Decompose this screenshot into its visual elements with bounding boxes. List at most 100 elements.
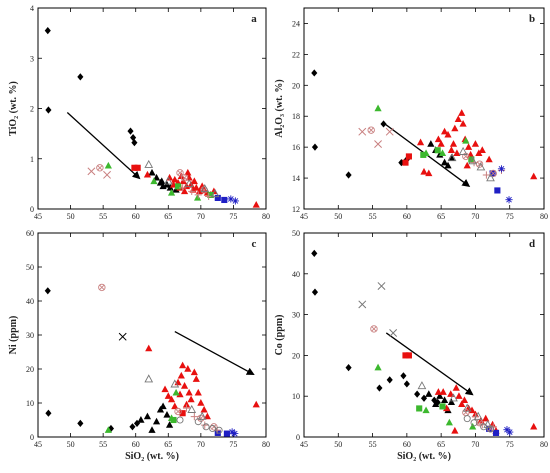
point-x — [118, 332, 127, 341]
point-triangle-open — [200, 183, 210, 193]
point-triangle-open — [163, 176, 173, 185]
point-x — [358, 300, 367, 309]
x-axis-label: SiO₂ (wt. %) — [125, 451, 179, 462]
point-circle-open — [202, 423, 210, 431]
point-star — [503, 426, 511, 434]
point-triangle — [454, 115, 462, 123]
point-triangle — [374, 104, 382, 112]
point-diamond — [133, 419, 141, 427]
point-triangle — [179, 361, 187, 369]
point-triangle — [190, 368, 198, 376]
panel-letter: c — [252, 238, 257, 250]
point-triangle — [177, 371, 185, 379]
point-triangle — [252, 201, 260, 208]
panel-d: 45 50 55 60 65 70 75 80 0 10 20 30 40 50 Co (ppm) SiO₂ … — [274, 229, 548, 462]
point-triangle — [104, 161, 112, 169]
x-tick-label: 80 — [262, 440, 270, 449]
point-circle-open — [215, 426, 223, 434]
x-tick-label: 60 — [132, 440, 140, 449]
point-triangle — [163, 410, 171, 418]
point-triangle — [158, 177, 166, 185]
x-tick-label: 45 — [300, 212, 308, 221]
panel-c: 45 50 55 60 65 70 75 80 0 10 20 30 40 50 60 Ni (ppm) SiO… — [8, 229, 270, 462]
point-circle-open — [176, 416, 184, 424]
point-triangle — [462, 137, 470, 144]
point-triangle — [422, 406, 430, 414]
point-triangle — [453, 149, 461, 157]
point-triangle — [464, 143, 473, 150]
point-triangle — [167, 395, 176, 403]
point-diamond — [345, 171, 352, 179]
point-square — [179, 410, 186, 417]
point-triangle-open — [483, 419, 493, 428]
point-diamond — [380, 120, 387, 128]
point-triangle — [187, 395, 195, 403]
point-diamond — [311, 249, 318, 257]
point-diamond — [44, 27, 51, 35]
y-tick-label: 40 — [292, 270, 300, 279]
point-triangle — [439, 388, 447, 395]
point-triangle — [420, 167, 428, 175]
point-triangle — [451, 426, 459, 434]
point-diamond — [44, 287, 51, 295]
point-diamond — [376, 384, 383, 392]
point-triangle — [374, 363, 382, 371]
data-points — [311, 69, 538, 204]
panel-a: 45 50 55 60 65 70 75 80 0 1 2 3 4 TiO₂ (wt. %) a — [8, 4, 270, 221]
y-tick-label: 0 — [30, 205, 34, 214]
point-cross — [478, 421, 486, 429]
point-cross — [482, 171, 490, 179]
point-square — [170, 416, 177, 424]
point-triangle — [440, 158, 449, 166]
point-cross — [188, 187, 196, 196]
point-cross — [182, 404, 191, 412]
point-star — [497, 165, 506, 173]
point-square — [221, 196, 228, 204]
x-tick-label: 75 — [229, 440, 237, 449]
point-triangle — [184, 365, 192, 372]
point-triangle — [458, 109, 466, 116]
point-diamond — [45, 409, 52, 417]
y-tick-label: 50 — [292, 229, 300, 238]
x-tick-label: 65 — [437, 212, 445, 221]
point-triangle — [200, 405, 208, 413]
point-triangle-open — [417, 381, 427, 390]
x-tick-label: 70 — [471, 212, 479, 221]
x-tick-label: 50 — [67, 212, 75, 221]
point-triangle — [150, 177, 158, 185]
point-triangle — [203, 412, 211, 420]
point-diamond — [345, 364, 352, 372]
point-triangle — [445, 418, 453, 426]
point-triangle — [530, 172, 538, 180]
y-tick-label: 40 — [26, 297, 34, 306]
point-triangle — [436, 392, 444, 399]
point-triangle — [171, 175, 179, 183]
point-star — [505, 196, 513, 204]
point-triangle-open — [184, 178, 194, 188]
point-cross — [201, 421, 209, 429]
y-axis-label: TiO₂ (wt. %) — [8, 81, 19, 136]
x-tick-label: 45 — [34, 212, 42, 221]
point-triangle — [471, 140, 480, 147]
y-tick-label: 50 — [26, 263, 34, 272]
point-triangle — [427, 140, 435, 147]
point-triangle-open — [144, 159, 154, 168]
point-square — [434, 147, 441, 154]
point-triangle — [180, 187, 189, 195]
point-circle-x — [96, 164, 104, 172]
point-triangle — [485, 155, 493, 163]
panel-letter: b — [529, 13, 535, 25]
point-triangle — [459, 120, 467, 127]
point-triangle — [143, 170, 152, 178]
point-triangle-open — [449, 393, 458, 402]
x-tick-label: 70 — [197, 212, 205, 221]
y-tick-label: 2 — [30, 105, 34, 114]
point-triangle — [434, 388, 442, 395]
point-diamond — [431, 396, 438, 404]
point-triangle — [192, 183, 200, 191]
point-triangle — [478, 146, 486, 153]
point-triangle — [440, 396, 449, 403]
plot-frame — [303, 7, 545, 210]
point-triangle — [438, 149, 447, 157]
point-square — [492, 429, 500, 436]
